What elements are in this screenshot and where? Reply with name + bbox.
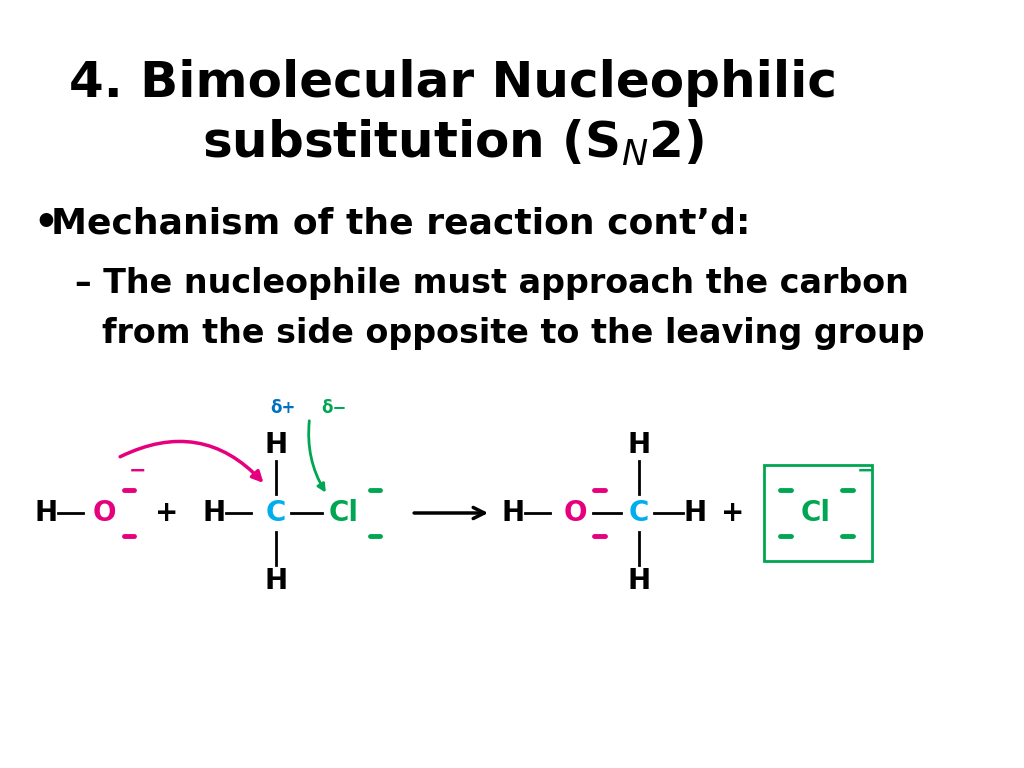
Text: +: + <box>155 499 178 527</box>
Text: Cl: Cl <box>801 499 830 527</box>
Text: C: C <box>266 499 286 527</box>
Text: •: • <box>34 204 58 242</box>
Text: H: H <box>627 567 650 595</box>
Text: H: H <box>264 431 288 459</box>
Text: −: − <box>856 461 873 481</box>
FancyArrowPatch shape <box>308 421 325 490</box>
Text: O: O <box>563 499 587 527</box>
FancyArrowPatch shape <box>120 442 261 480</box>
Text: δ−: δ− <box>322 399 347 417</box>
Text: H: H <box>502 499 524 527</box>
Text: O: O <box>92 499 116 527</box>
Text: – The nucleophile must approach the carbon: – The nucleophile must approach the carb… <box>75 266 909 300</box>
Text: substitution (S$_N$2): substitution (S$_N$2) <box>202 118 703 168</box>
Text: H: H <box>35 499 57 527</box>
Text: 4. Bimolecular Nucleophilic: 4. Bimolecular Nucleophilic <box>69 59 837 107</box>
Text: H: H <box>264 567 288 595</box>
Text: −: − <box>129 461 146 481</box>
Text: Mechanism of the reaction cont’d:: Mechanism of the reaction cont’d: <box>51 206 751 240</box>
Text: C: C <box>629 499 649 527</box>
Text: from the side opposite to the leaving group: from the side opposite to the leaving gr… <box>101 316 925 349</box>
Text: H: H <box>203 499 225 527</box>
Text: +: + <box>721 499 744 527</box>
Text: H: H <box>684 499 707 527</box>
Text: H: H <box>627 431 650 459</box>
Text: δ+: δ+ <box>270 399 296 417</box>
Text: Cl: Cl <box>329 499 358 527</box>
